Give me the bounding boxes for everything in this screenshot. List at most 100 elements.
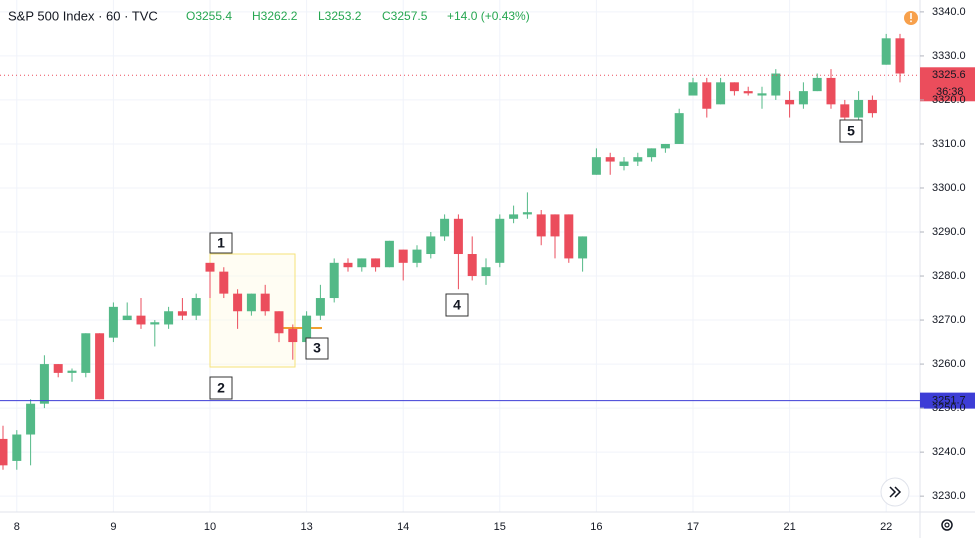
overlay: 3251.7 3325.6 36:38 bbox=[0, 67, 975, 409]
candle-body bbox=[329, 262, 339, 299]
candle-body bbox=[771, 73, 781, 96]
ohlc-high: H3262.2 bbox=[252, 9, 298, 23]
annotation: 4 bbox=[445, 293, 469, 317]
x-tick-label: 21 bbox=[783, 521, 795, 533]
candle-body bbox=[53, 364, 63, 373]
candle-body bbox=[26, 403, 36, 435]
candle-body bbox=[812, 77, 822, 92]
countdown-label: 36:38 bbox=[936, 86, 964, 98]
candle-body bbox=[729, 82, 739, 92]
y-tick-label: 3320.0 bbox=[932, 94, 966, 106]
ohlc-change: +14.0 (+0.43%) bbox=[447, 9, 530, 23]
candle-body bbox=[605, 157, 615, 162]
candle-body bbox=[840, 104, 850, 118]
candle-body bbox=[136, 315, 146, 325]
x-tick-label: 8 bbox=[14, 521, 20, 533]
ohlc-low: L3253.2 bbox=[318, 9, 362, 23]
candle-body bbox=[453, 218, 463, 255]
candle-body bbox=[302, 315, 312, 343]
x-tick-label: 16 bbox=[590, 521, 602, 533]
candle-body bbox=[219, 271, 229, 294]
candle-body bbox=[164, 311, 174, 325]
y-tick-label: 3310.0 bbox=[932, 138, 966, 150]
x-tick-label: 13 bbox=[300, 521, 312, 533]
x-tick-label: 10 bbox=[204, 521, 216, 533]
candle-body bbox=[619, 161, 629, 166]
y-tick-label: 3290.0 bbox=[932, 226, 966, 238]
annotation-label: 4 bbox=[453, 297, 461, 313]
scroll-button[interactable] bbox=[880, 477, 910, 507]
candle-body bbox=[398, 249, 408, 263]
candle-body bbox=[274, 311, 284, 334]
candle-body bbox=[785, 99, 795, 105]
candle-body bbox=[371, 258, 381, 268]
ohlc-open: O3255.4 bbox=[186, 9, 232, 23]
chart-title: S&P 500 Index · 60 · TVC bbox=[8, 8, 158, 23]
candle-body bbox=[122, 315, 132, 321]
candle-body bbox=[233, 293, 243, 312]
candle-body bbox=[357, 258, 367, 268]
candle-body bbox=[591, 157, 601, 175]
y-tick-label: 3280.0 bbox=[932, 270, 966, 282]
annotation-label: 2 bbox=[217, 380, 225, 396]
x-tick-label: 15 bbox=[494, 521, 506, 533]
candle-body bbox=[564, 214, 574, 259]
candle-body bbox=[440, 218, 450, 237]
y-tick-label: 3240.0 bbox=[932, 446, 966, 458]
candle-body bbox=[150, 322, 160, 325]
y-tick-label: 3340.0 bbox=[932, 6, 966, 18]
candle-body bbox=[509, 214, 519, 219]
candle-body bbox=[522, 212, 532, 215]
candle-body bbox=[881, 38, 891, 65]
y-tick-label: 3230.0 bbox=[932, 490, 966, 502]
y-tick-label: 3270.0 bbox=[932, 314, 966, 326]
alert-icon[interactable] bbox=[904, 11, 918, 25]
candle-body bbox=[536, 214, 546, 237]
annotation: 5 bbox=[839, 119, 863, 143]
candle-body bbox=[12, 434, 22, 461]
candle-body bbox=[867, 99, 877, 114]
candle-body bbox=[108, 306, 118, 338]
candle-body bbox=[343, 262, 353, 268]
candle-body bbox=[315, 298, 325, 316]
candle-body bbox=[412, 249, 422, 263]
x-tick-label: 14 bbox=[397, 521, 409, 533]
candle-body bbox=[674, 113, 684, 144]
price-line-label: 3251.7 bbox=[932, 395, 966, 407]
candle-body bbox=[826, 77, 836, 105]
annotation-label: 5 bbox=[847, 123, 855, 139]
candle-body bbox=[81, 333, 91, 373]
candle-body bbox=[260, 293, 270, 312]
candle-body bbox=[660, 143, 670, 149]
candle-body bbox=[288, 328, 298, 343]
settings-icon[interactable] bbox=[941, 519, 953, 531]
candle-body bbox=[798, 91, 808, 105]
y-tick-label: 3260.0 bbox=[932, 358, 966, 370]
candle-body bbox=[481, 267, 491, 277]
last-price-tag bbox=[920, 67, 975, 102]
annotation: 1 bbox=[209, 232, 233, 254]
candle-body bbox=[716, 82, 726, 105]
candle-body bbox=[647, 148, 657, 158]
candle-body bbox=[95, 333, 105, 400]
candle-body bbox=[743, 91, 753, 94]
candle-body bbox=[246, 293, 256, 312]
candle-body bbox=[0, 438, 8, 466]
candle-body bbox=[191, 298, 201, 316]
annotation-label: 3 bbox=[313, 340, 321, 356]
candle-body bbox=[467, 254, 477, 277]
price-line-tag bbox=[920, 392, 975, 409]
candle-body bbox=[205, 262, 215, 272]
candles bbox=[0, 33, 905, 470]
y-tick-label: 3250.0 bbox=[932, 402, 966, 414]
candle-body bbox=[550, 214, 560, 237]
candle-body bbox=[633, 157, 643, 162]
last-price-label: 3325.6 bbox=[932, 69, 966, 81]
candle-body bbox=[895, 38, 905, 74]
candle-body bbox=[39, 364, 49, 404]
candle-body bbox=[757, 93, 767, 96]
annotation: 2 bbox=[209, 376, 233, 400]
candle-body bbox=[688, 82, 698, 96]
candle-body bbox=[67, 370, 77, 373]
